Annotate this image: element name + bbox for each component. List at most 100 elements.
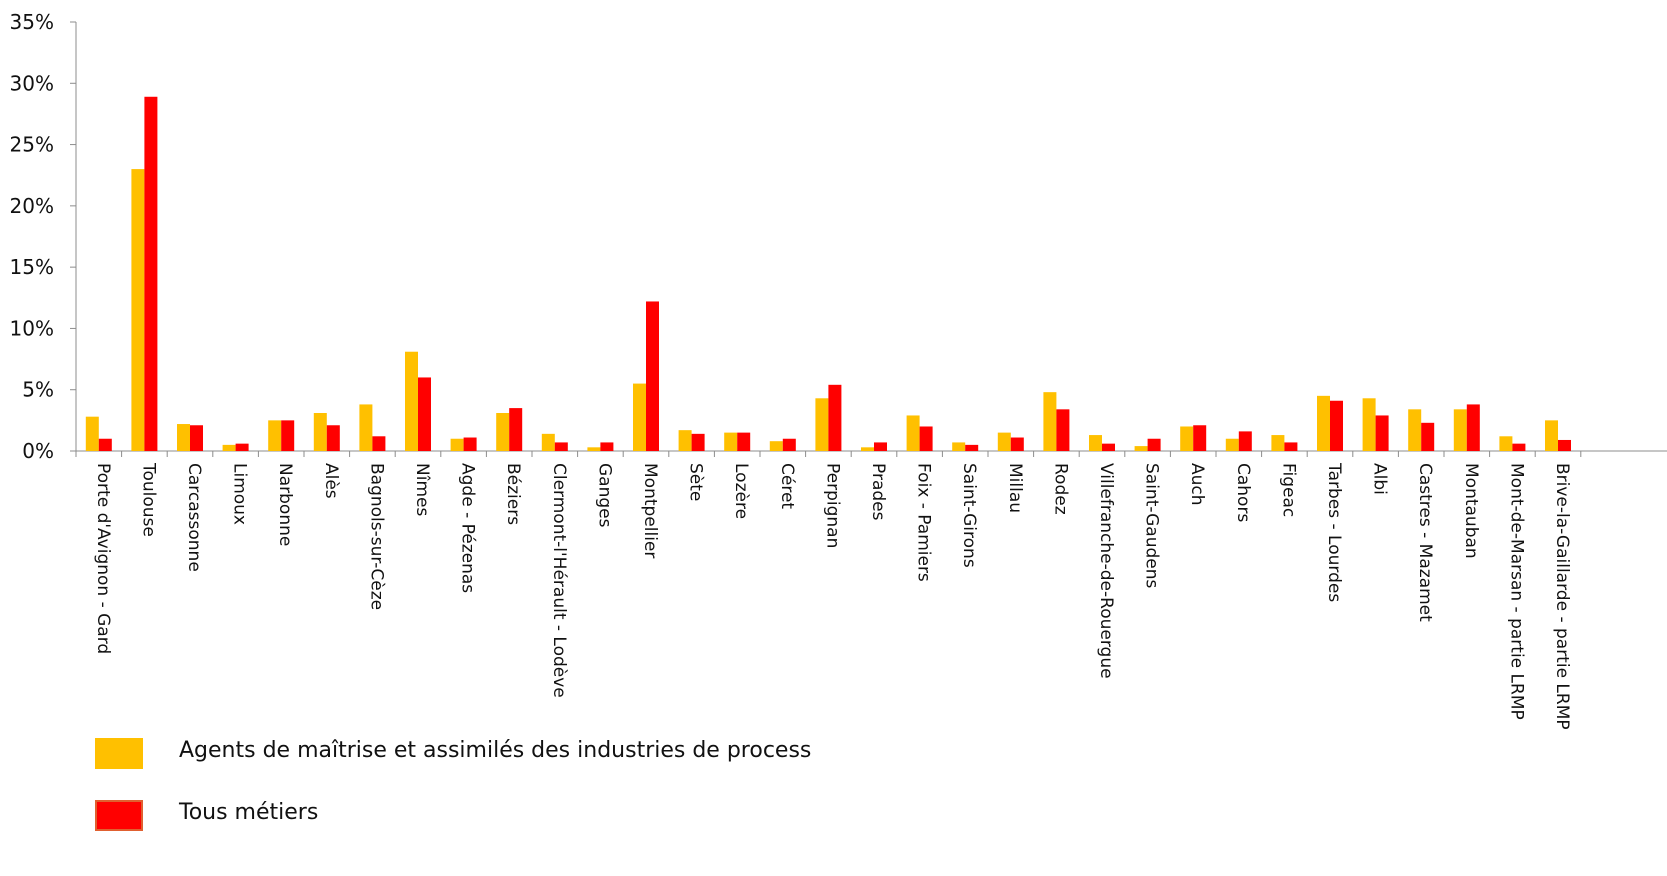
x-tick-label: Lozère: [731, 463, 751, 519]
bar-tous-metiers: [646, 301, 659, 451]
bar-agents: [1225, 438, 1239, 451]
bar-tous-metiers: [874, 442, 887, 451]
bar-tous-metiers: [1330, 400, 1343, 451]
legend-swatch-series-1: [95, 738, 143, 769]
y-axis: 0% 5% 10% 15% 20% 25% 30% 35%: [10, 10, 77, 463]
x-tick-label: Perpignan: [822, 463, 842, 548]
bar-tous-metiers: [737, 432, 751, 451]
x-tick-label: Nîmes: [412, 463, 432, 516]
x-tick-label: Ganges: [594, 463, 614, 528]
bar-agents: [1043, 392, 1057, 451]
x-tick-label: Brive-la-Gaillarde - partie LRMP: [1552, 463, 1572, 730]
bar-agents: [222, 444, 236, 451]
bar-tous-metiers: [965, 444, 979, 451]
bar-agents: [131, 169, 145, 452]
x-tick-label: Céret: [777, 463, 797, 509]
bar-agents: [633, 383, 646, 451]
x-tick-label: Saint-Gaudens: [1142, 463, 1162, 589]
x-tick-label: Toulouse: [138, 462, 158, 537]
x-tick-label: Clermont-l'Hérault - Lodève: [549, 463, 569, 698]
bar-agents: [1089, 435, 1102, 451]
bar-tous-metiers: [1512, 443, 1526, 451]
y-tick-label: 25%: [10, 133, 54, 157]
bar-agents: [997, 432, 1011, 451]
x-tick-label: Rodez: [1050, 463, 1070, 515]
x-tick-label: Sète: [686, 463, 706, 501]
bar-agents: [952, 442, 966, 451]
bar-agents: [1180, 426, 1194, 451]
x-tick-label: Millau: [1005, 463, 1025, 513]
x-tick-label: Figeac: [1278, 463, 1298, 517]
bar-tous-metiers: [1375, 415, 1389, 451]
bar-agents: [724, 432, 738, 451]
bar-agents: [1362, 398, 1376, 451]
bar-agents: [359, 404, 373, 451]
x-tick-label: Béziers: [503, 463, 523, 525]
bar-tous-metiers: [1102, 443, 1115, 451]
x-tick-label: Carcassonne: [184, 463, 204, 572]
bar-tous-metiers: [1466, 404, 1480, 451]
y-tick-label: 35%: [10, 10, 54, 34]
bar-agents: [1317, 395, 1330, 451]
bar-tous-metiers: [372, 436, 386, 451]
x-tick-label: Foix - Pamiers: [914, 463, 934, 582]
bar-tous-metiers: [1010, 437, 1024, 451]
bar-agents: [85, 416, 99, 451]
bar-agents: [815, 398, 829, 451]
y-tick-label: 20%: [10, 194, 54, 218]
bar-tous-metiers: [1056, 409, 1070, 451]
x-tick-labels: Porte d'Avignon - Gard Toulouse Carcassonn…: [93, 462, 1572, 730]
bar-tous-metiers: [828, 384, 842, 451]
x-tick-label: Prades: [868, 463, 888, 521]
bar-agents: [1545, 420, 1558, 451]
bar-tous-metiers: [463, 437, 477, 451]
bar-agents: [450, 438, 464, 451]
bar-tous-metiers: [600, 442, 614, 451]
bar-agents: [1499, 436, 1513, 451]
x-tick-label: Porte d'Avignon - Gard: [93, 463, 113, 654]
x-tick-label: Albi: [1370, 463, 1390, 495]
bar-agents: [769, 441, 783, 451]
y-tick-label: 0%: [22, 439, 54, 463]
x-axis: [75, 450, 1667, 457]
bar-agents: [405, 351, 418, 451]
x-tick-label: Saint-Girons: [959, 463, 979, 568]
bar-agents: [1453, 409, 1467, 451]
bar-tous-metiers: [509, 408, 523, 451]
bar-agents: [587, 447, 601, 451]
bar-tous-metiers: [554, 442, 568, 451]
bar-agents: [496, 413, 510, 451]
bar-tous-metiers: [190, 425, 203, 451]
bar-tous-metiers: [1284, 442, 1298, 451]
bar-tous-metiers: [1238, 431, 1252, 451]
y-tick-label: 5%: [22, 378, 54, 402]
bar-agents: [906, 415, 920, 451]
bar-agents: [313, 413, 327, 451]
x-tick-label: Limoux: [230, 463, 250, 525]
y-tick-label: 10%: [10, 316, 54, 340]
bar-tous-metiers: [1421, 422, 1435, 451]
bar-agents: [177, 424, 190, 451]
bar-tous-metiers: [418, 377, 431, 451]
y-tick-label: 15%: [10, 255, 54, 279]
x-tick-label: Villefranche-de-Rouergue: [1096, 463, 1116, 679]
bar-agents: [678, 430, 692, 451]
legend-label-series-1: Agents de maîtrise et assimilés des indu…: [179, 738, 812, 763]
bar-agents: [1408, 409, 1422, 451]
bar-tous-metiers: [782, 438, 796, 451]
bar-tous-metiers: [1147, 438, 1161, 451]
bar-tous-metiers: [281, 420, 295, 451]
x-tick-label: Mont-de-Marsan - partie LRMP: [1506, 463, 1526, 720]
bar-tous-metiers: [235, 443, 249, 451]
y-tick-label: 30%: [10, 71, 54, 95]
x-tick-label: Tarbes - Lourdes: [1324, 462, 1344, 602]
bar-tous-metiers: [691, 433, 705, 451]
x-tick-label: Narbonne: [275, 463, 295, 546]
bar-tous-metiers: [1193, 425, 1207, 451]
legend-label-series-2: Tous métiers: [179, 800, 319, 825]
x-tick-label: Bagnols-sur-Cèze: [366, 463, 386, 610]
bar-agents: [1271, 435, 1285, 451]
x-tick-label: Montauban: [1461, 463, 1481, 559]
x-tick-label: Cahors: [1233, 463, 1253, 522]
